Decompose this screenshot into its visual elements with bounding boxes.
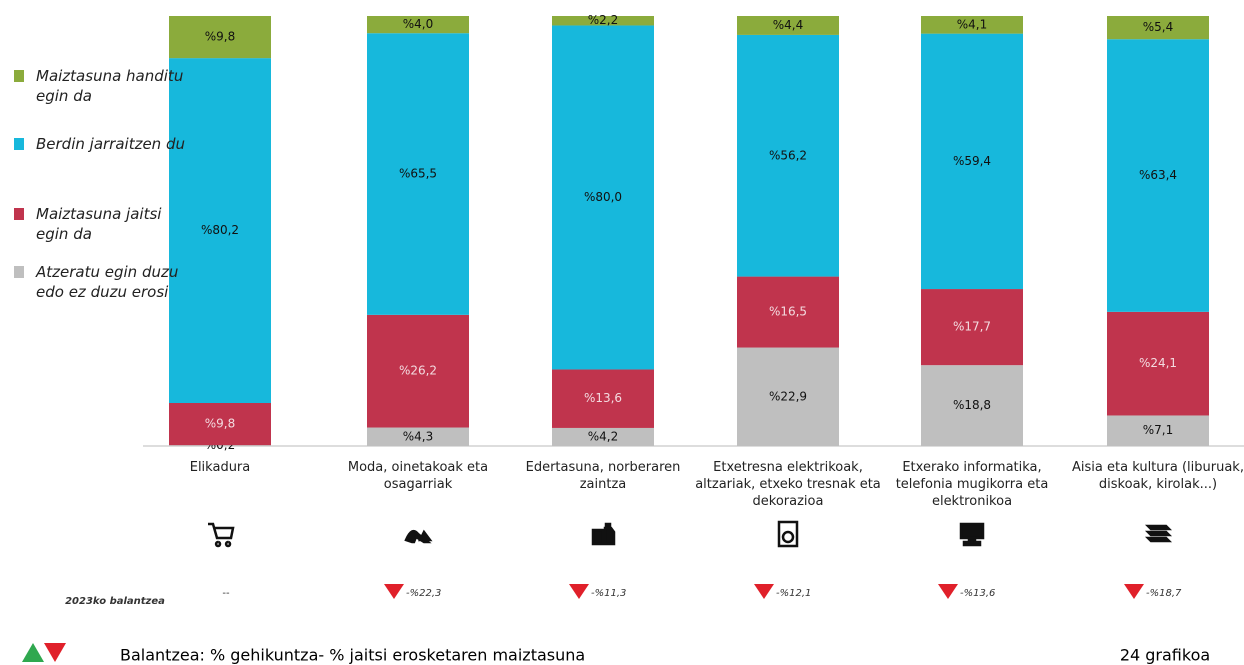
legend-label: Atzeratu egin duzu edo ez duzu erosi — [36, 263, 179, 301]
bar-segment — [921, 33, 1023, 290]
value-label: %4,0 — [403, 17, 434, 31]
bar-segment — [1107, 415, 1209, 446]
balance-arrow — [569, 584, 589, 599]
figure-label: 24 grafikoa — [1120, 646, 1210, 665]
category-icon — [208, 522, 235, 548]
bar-segment — [737, 34, 839, 277]
bar-segment — [552, 427, 654, 446]
legend-label: Maiztasuna handitu egin da — [36, 67, 184, 105]
icon-shape — [777, 520, 799, 548]
value-label: %24,1 — [1139, 356, 1177, 370]
bar-segment — [1107, 311, 1209, 416]
bar-segment — [737, 16, 839, 35]
bar-segment — [169, 16, 271, 59]
value-label: %18,8 — [953, 398, 991, 412]
category-icon — [959, 522, 985, 547]
bar-segment — [552, 369, 654, 428]
legend-swatch — [14, 138, 24, 150]
value-label: %5,4 — [1143, 20, 1174, 34]
value-label: %4,2 — [588, 429, 619, 443]
balance-arrow — [938, 584, 958, 599]
value-label: %2,2 — [588, 13, 619, 27]
balance-title: 2023ko balantzea — [65, 596, 165, 607]
bar-segment — [367, 427, 469, 446]
value-label: %26,2 — [399, 364, 437, 378]
bar-segment — [552, 16, 654, 26]
category-icon — [591, 522, 616, 546]
x-tick-label: Etxerako informatika, telefonia mugikorr… — [895, 460, 1049, 509]
balance-arrow — [384, 584, 404, 599]
value-label: %16,5 — [769, 305, 807, 319]
balance-value: -%13,6 — [960, 588, 995, 599]
value-label: %4,3 — [403, 429, 434, 443]
footer-icon — [22, 643, 66, 662]
legend-label: Berdin jarraitzen du — [36, 135, 185, 153]
balance-value: -- — [222, 588, 230, 599]
bar-segment — [367, 314, 469, 428]
icon-shape — [404, 529, 433, 544]
balance-value: -%11,3 — [591, 588, 626, 599]
bar-segment — [1107, 39, 1209, 312]
value-label: %59,4 — [953, 154, 991, 168]
x-tick-label: Edertasuna, norberaren zaintza — [525, 460, 681, 492]
icon-shape — [959, 522, 985, 547]
bar-segment — [921, 365, 1023, 446]
value-label: %80,0 — [584, 190, 622, 204]
legend-swatch — [14, 266, 24, 278]
value-label: %9,8 — [205, 417, 236, 431]
category-icon — [1144, 524, 1173, 543]
balance-value: -%22,3 — [406, 588, 441, 599]
icon-shape — [208, 522, 235, 548]
legend-item: Maiztasuna jaitsi egin da — [14, 204, 186, 244]
bar-segment — [921, 289, 1023, 366]
value-label: %13,6 — [584, 391, 622, 405]
value-label: %65,5 — [399, 167, 437, 181]
legend-swatch — [14, 208, 24, 220]
legend-item: Atzeratu egin duzu edo ez duzu erosi — [14, 262, 186, 302]
category-icon — [777, 520, 799, 548]
legend-item: Maiztasuna handitu egin da — [14, 66, 186, 106]
legend-item: Berdin jarraitzen du — [14, 134, 186, 154]
balance-value: -%18,7 — [1146, 588, 1182, 599]
balance-arrow — [1124, 584, 1144, 599]
legend-label: Maiztasuna jaitsi egin da — [36, 205, 162, 243]
bar-segment — [1107, 16, 1209, 40]
bar-segment — [169, 58, 271, 403]
bar-segment — [552, 25, 654, 370]
value-label: %17,7 — [953, 320, 991, 334]
x-tick-label: Aisia eta kultura (liburuak, diskoak, ki… — [1072, 460, 1244, 492]
x-tick-label: Elikadura — [189, 460, 251, 475]
value-label: %4,4 — [773, 18, 804, 32]
category-icon — [404, 529, 433, 544]
value-label: %4,1 — [957, 17, 988, 31]
legend-swatch — [14, 70, 24, 82]
balance-value: -%12,1 — [776, 588, 811, 599]
value-label: %80,2 — [201, 223, 239, 237]
value-label: %22,9 — [769, 389, 807, 403]
bar-segment — [737, 347, 839, 446]
x-tick-label: Etxetresna elektrikoak, altzariak, etxek… — [695, 460, 881, 509]
icon-shape — [1144, 524, 1173, 543]
bar-segment — [367, 16, 469, 34]
icon-shape — [591, 522, 616, 546]
bar-segment — [921, 16, 1023, 34]
value-label: %56,2 — [769, 148, 807, 162]
bar-segment — [367, 33, 469, 315]
value-label: %7,1 — [1143, 423, 1174, 437]
balance-arrow — [754, 584, 774, 599]
bar-segment — [169, 445, 271, 446]
value-label: %63,4 — [1139, 168, 1177, 182]
bar-segment — [737, 276, 839, 348]
note: Balantzea: % gehikuntza- % jaitsi eroske… — [120, 646, 585, 665]
x-tick-label: Moda, oinetakoak eta osagarriak — [347, 460, 489, 492]
bar-segment — [169, 403, 271, 446]
value-label: %9,8 — [205, 30, 236, 44]
